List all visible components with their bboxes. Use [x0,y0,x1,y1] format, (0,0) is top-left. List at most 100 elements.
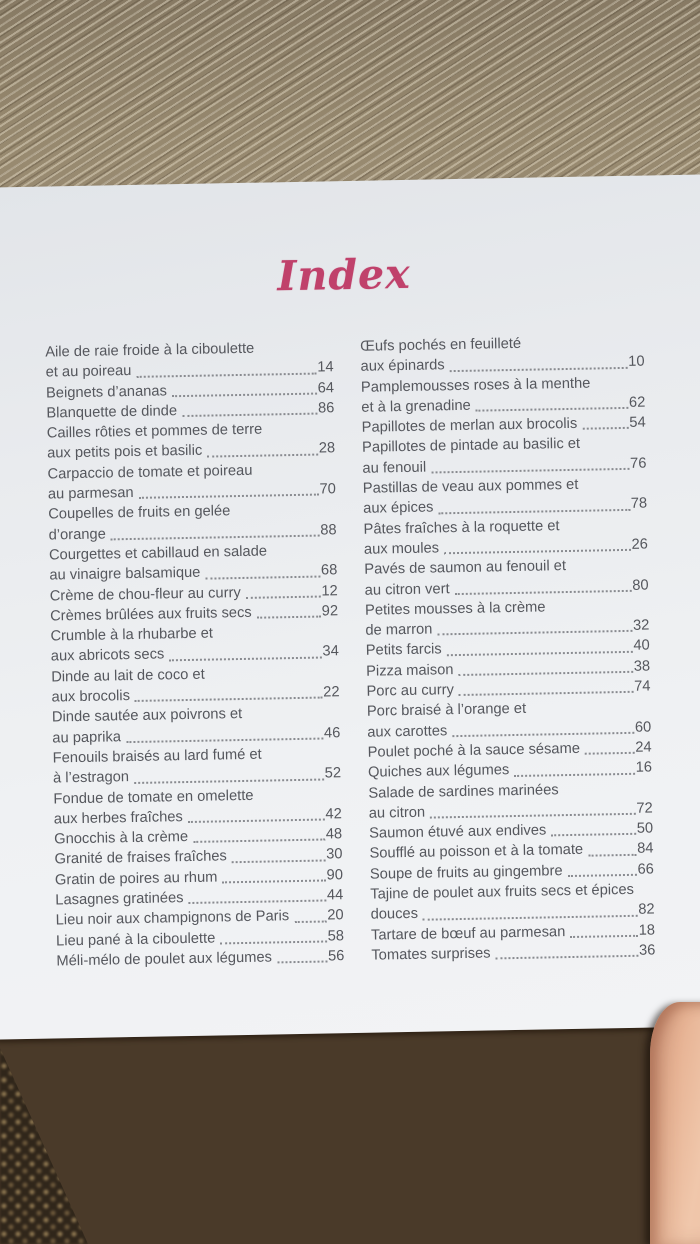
entry-text: Gnocchis à la crème [54,829,189,848]
page-number: 58 [327,927,345,945]
entry-text: Crumble à la rhubarbe et [50,625,214,645]
page-number: 72 [636,800,653,817]
entry-text: au fenouil [362,459,427,477]
dot-leader [458,656,633,677]
index-entry: Papillotes de pintade au basilic et au fe… [362,433,647,479]
finger [650,1002,700,1244]
dot-leader [207,439,318,458]
page-number: 82 [638,901,655,919]
page-number: 30 [326,846,343,863]
entry-text: aux épinards [360,357,445,376]
dot-leader [110,520,320,541]
dot-leader [188,885,327,905]
entry-text: à l’estragon [52,769,130,787]
entry-text: Cailles rôties et pommes de terre [46,421,263,442]
entry-text: Pastillas de veau aux pommes et [362,476,579,497]
page-number: 86 [317,400,335,417]
entry-text: Aile de raie froide à la ciboulette [45,340,255,361]
page-number: 54 [629,414,646,432]
index-entry: Tajine de poulet aux fruits secs et épic… [370,879,655,925]
entry-text: aux brocolis [51,688,131,706]
index-entry: Dinde sautée aux poivrons et au paprika 46 [52,703,341,749]
entry-text: Petites mousses à la crème [364,599,546,619]
page-number: 62 [628,394,646,411]
entry-text: au citron vert [364,580,450,599]
index-entry: Tomates surprises 36 [371,940,655,965]
entry-text: Pamplemousses roses à la menthe [360,375,591,396]
page-number: 44 [326,887,344,904]
dot-leader [276,946,328,964]
entry-text: d’orange [48,526,106,544]
entry-text: Crèmes brûlées aux fruits secs [49,604,252,625]
index-entry: Cailles rôties et pommes de terre aux pet… [47,418,336,464]
page-number: 76 [629,455,647,472]
dot-leader [443,534,631,555]
entry-text: Lasagnes gratinées [55,890,184,909]
entry-text: Petits farcis [365,641,442,660]
index-entry: Pamplemousses roses à la menthe et à la g… [361,372,646,418]
entry-text: douces [370,906,419,923]
page-number: 78 [630,495,648,513]
page-number: 64 [317,379,335,397]
entry-text: Dinde sautée aux poivrons et [51,706,243,726]
entry-text: Courgettes et cabillaud en salade [48,543,268,564]
book-page: Index Aile de raie froide à la ciboulett… [0,174,700,1040]
index-entry: Pâtes fraîches à la roquette et aux moule… [363,514,648,560]
page-number: 24 [635,739,652,756]
page-number: 32 [632,617,650,634]
page-number: 66 [637,861,655,878]
page-number: 80 [632,577,649,594]
page-number: 10 [628,353,645,371]
dot-leader [475,392,629,412]
page-number: 50 [636,820,654,837]
entry-text: Œufs pochés en feuilleté [360,335,522,355]
index-entry: Fondue de tomate en omelette aux herbes f… [53,784,342,830]
dot-leader [220,926,327,945]
page-number: 84 [636,840,654,858]
page-number: 92 [321,603,339,620]
dot-leader [495,940,639,960]
dot-leader [551,818,636,837]
dot-leader [587,839,637,857]
entry-text: Salade de sardines marinées [368,781,559,802]
entry-text: Quiches aux légumes [367,762,510,781]
page-number: 74 [634,678,651,695]
index-column-left: Aile de raie froide à la ciboulette et au… [45,337,344,971]
page-number: 40 [633,637,650,655]
entry-text: Pizza maison [366,661,454,680]
dot-leader [231,844,326,863]
page-number: 34 [322,643,339,660]
dot-leader [256,601,321,619]
index-entry: Aile de raie froide à la ciboulette et au… [45,337,334,383]
entry-text: au parmesan [47,485,134,503]
index-title: Index [276,249,411,301]
index-entry: Courgettes et cabillaud en salade au vina… [49,540,338,586]
page-number: 90 [326,866,344,884]
entry-text: Tomates surprises [371,945,491,964]
dot-leader [125,723,324,744]
dot-leader [458,676,634,697]
dot-leader [570,920,638,938]
dot-leader [134,682,323,703]
dot-leader [430,453,630,474]
entry-text: au citron [368,804,426,822]
page-number: 52 [324,765,342,782]
dot-leader [446,636,633,656]
dot-leader [222,865,326,884]
page-number: 18 [638,922,656,939]
dot-leader [187,804,325,824]
dot-leader [293,905,327,923]
entry-text: de marron [365,621,433,639]
page-number: 28 [318,440,336,458]
dot-leader [192,824,325,844]
page-number: 22 [323,684,340,701]
entry-text: Porc au curry [366,682,455,700]
page-number: 88 [320,521,337,539]
entry-text: Porc braisé à l’orange et [366,701,527,721]
entry-text: Fondue de tomate en omelette [53,787,254,807]
entry-text: Coupelles de fruits en gelée [48,503,231,523]
page-number: 48 [325,826,343,843]
dot-leader [171,378,317,398]
index-entry: Dinde au lait de coco et aux brocolis 22 [51,662,340,708]
index-entry: Œufs pochés en feuilleté aux épinards 10 [360,332,645,378]
